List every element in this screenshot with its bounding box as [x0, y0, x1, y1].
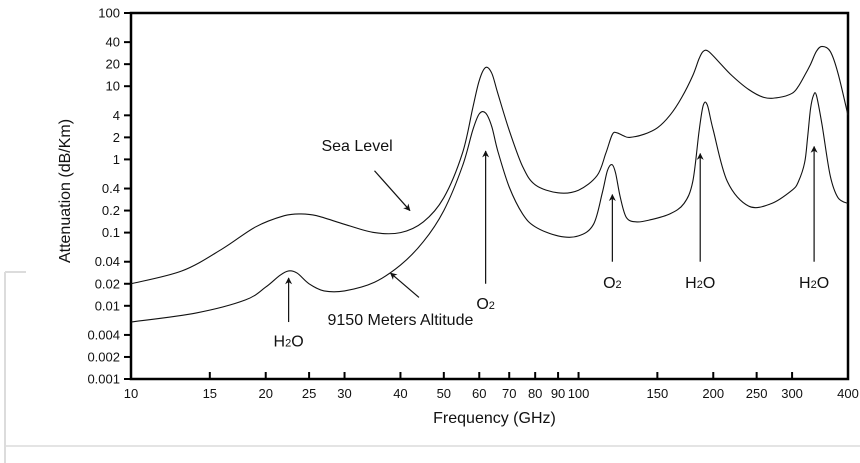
y-tick-label: 0.02 — [95, 276, 120, 291]
y-tick-label: 0.1 — [102, 225, 120, 240]
x-axis-label: Frequency (GHz) — [433, 410, 556, 427]
y-tick-label: 2 — [113, 130, 120, 145]
x-tick-label: 400 — [837, 386, 859, 401]
x-tick-label: 90 — [551, 386, 565, 401]
label-sea-level: Sea Level — [321, 138, 392, 155]
x-tick-label: 300 — [781, 386, 803, 401]
x-tick-label: 60 — [472, 386, 486, 401]
plot-frame — [129, 11, 850, 381]
y-tick-label: 10 — [106, 79, 120, 94]
label-h2o-22: H2O — [274, 333, 304, 350]
y-tick-label: 0.4 — [102, 181, 120, 196]
sea-level-line — [130, 45, 849, 285]
x-tick-label: 30 — [337, 386, 351, 401]
label-h2o-325: H2O — [799, 275, 829, 292]
arrow-altitude — [389, 272, 420, 298]
x-tick-label: 15 — [203, 386, 217, 401]
x-tick-label: 80 — [528, 386, 542, 401]
y-tick-label: 1 — [113, 152, 120, 167]
label-o2-119: O2 — [603, 275, 622, 292]
x-tick-label: 200 — [702, 386, 724, 401]
x-tick-label: 100 — [568, 386, 590, 401]
x-tick-label: 250 — [746, 386, 768, 401]
label-o2-60: O2 — [476, 296, 495, 313]
y-tick-label: 0.002 — [87, 349, 120, 364]
y-tick-label: 0.001 — [87, 372, 120, 387]
y-tick-label: 0.04 — [95, 254, 120, 269]
y-tick-label: 0.2 — [102, 203, 120, 218]
altitude-line — [130, 92, 849, 323]
x-tick-label: 10 — [124, 386, 138, 401]
y-tick-label: 0.004 — [87, 327, 120, 342]
arrow-sea-level — [374, 170, 411, 212]
x-tick-label: 70 — [502, 386, 516, 401]
x-tick-label: 25 — [302, 386, 316, 401]
y-tick-label: 0.01 — [95, 298, 120, 313]
y-tick-label: 4 — [113, 108, 120, 123]
y-tick-label: 100 — [98, 6, 120, 21]
y-axis-label: Attenuation (dB/Km) — [57, 119, 74, 263]
y-tick-label: 40 — [106, 35, 120, 50]
x-tick-label: 40 — [393, 386, 407, 401]
x-tick-label: 50 — [437, 386, 451, 401]
label-altitude: 9150 Meters Altitude — [328, 312, 474, 329]
x-tick-label: 20 — [258, 386, 272, 401]
label-h2o-183: H2O — [685, 275, 715, 292]
y-tick-label: 20 — [106, 57, 120, 72]
x-tick-label: 150 — [647, 386, 669, 401]
